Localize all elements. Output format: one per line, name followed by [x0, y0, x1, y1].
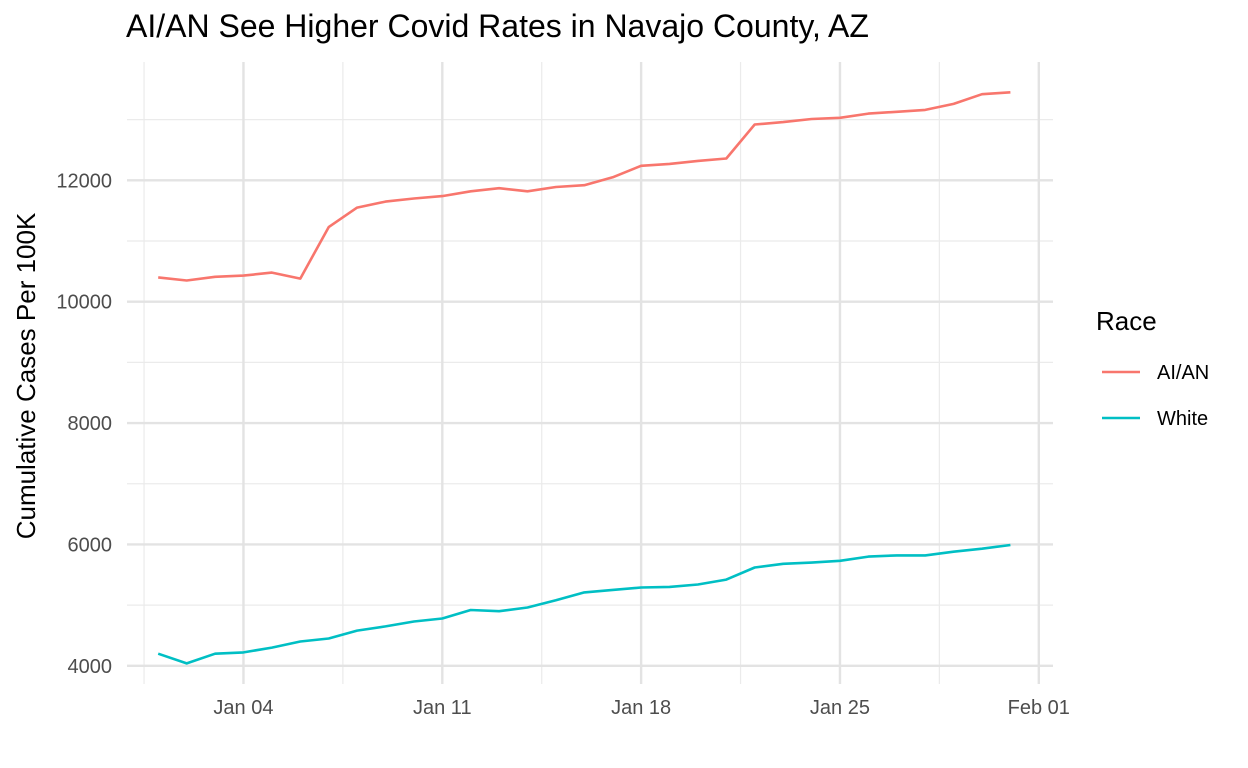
- legend-title: Race: [1096, 306, 1157, 336]
- legend: Race AI/AN White: [1096, 306, 1209, 430]
- x-tick-label: Jan 04: [213, 697, 273, 719]
- series-lines: [157, 91, 1011, 665]
- y-tick-label: 4000: [68, 656, 113, 678]
- chart-title: AI/AN See Higher Covid Rates in Navajo C…: [126, 8, 869, 44]
- y-tick-label: 8000: [68, 413, 113, 435]
- y-tick-label: 12000: [56, 170, 112, 192]
- legend-label: AI/AN: [1157, 362, 1209, 384]
- series-line-ai-an: [158, 91, 1011, 282]
- y-tick-label: 10000: [56, 292, 112, 314]
- x-tick-label: Jan 18: [611, 697, 671, 719]
- series-line-white: [157, 543, 1011, 665]
- x-tick-label: Feb 01: [1008, 697, 1070, 719]
- x-axis-tick-labels: Jan 04 Jan 11 Jan 18 Jan 25 Feb 01: [213, 697, 1070, 719]
- legend-label: White: [1157, 408, 1208, 430]
- y-tick-label: 6000: [68, 534, 113, 556]
- x-tick-label: Jan 11: [413, 697, 472, 719]
- minor-gridlines: [127, 62, 1053, 684]
- x-tick-label: Jan 25: [810, 697, 870, 719]
- y-axis-tick-labels: 4000 6000 8000 10000 12000: [56, 170, 112, 677]
- y-axis-title: Cumulative Cases Per 100K: [11, 212, 41, 539]
